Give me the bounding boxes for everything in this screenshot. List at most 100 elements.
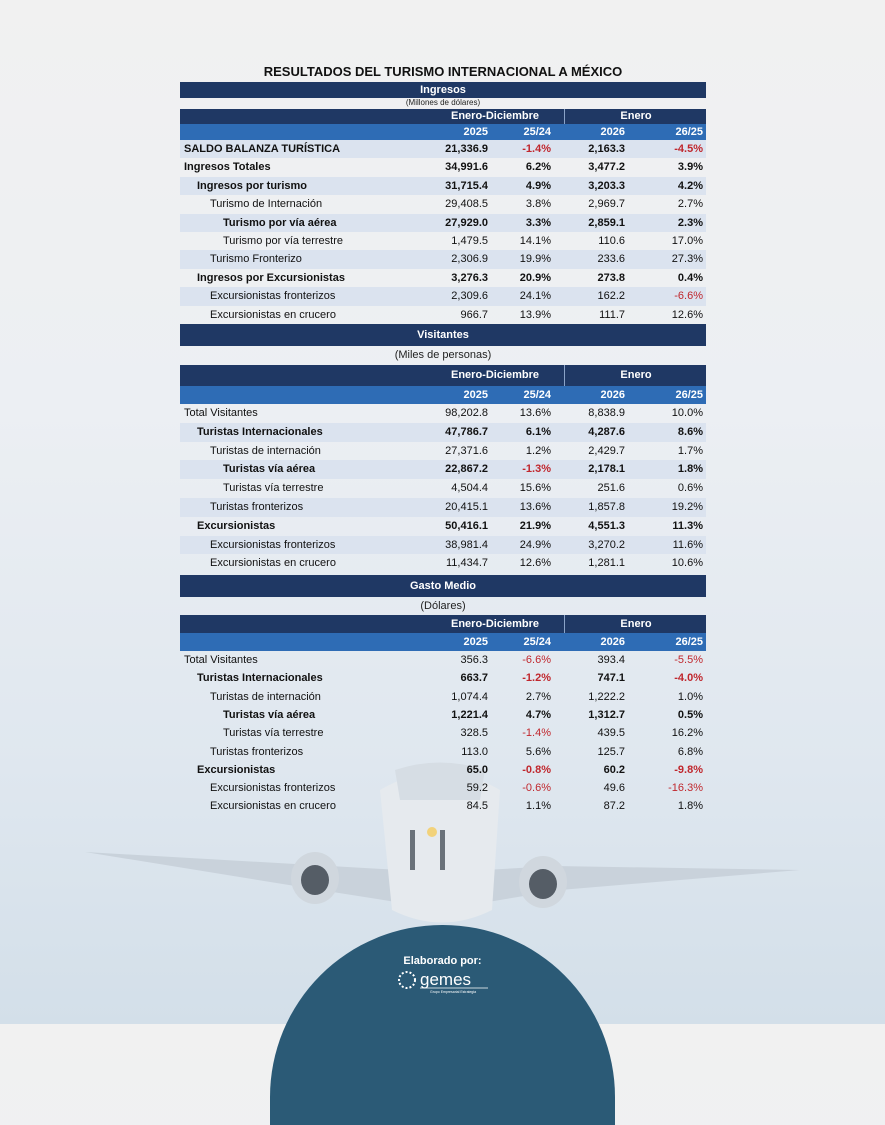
elaborado-por-label: Elaborado por: [403,955,482,967]
row-label: Turismo de Internación [210,198,323,211]
row-label: Excursionistas fronterizos [210,290,336,303]
table-row: Turistas vía aérea 22,867.2 -1.3% 2,178.1 1.… [180,460,706,480]
table-row: Turismo Fronterizo 2,306.9 19.9% 233.6 27.3% [180,250,706,269]
row-value: 2,178.1 [588,463,625,476]
group-enero: Enero [564,615,707,633]
row-value: 2,969.7 [588,198,625,211]
group-enero: Enero [564,365,707,386]
row-value: 2.3% [677,216,703,229]
row-value: -5.5% [674,654,703,666]
row-value: 2.7% [677,198,703,211]
gemes-logo: gemes Grupo Empresarial Estrategia [398,970,488,994]
row-value: 21,336.9 [445,143,488,155]
row-label: Excursionistas en crucero [210,800,336,813]
table-row: Excursionistas fronterizos 38,981.4 24.9% 3… [180,535,706,555]
column-header-cell: 25/24 [523,126,551,138]
table-row: Turismo por vía terrestre 1,479.5 14.1% 110… [180,232,706,250]
row-value: 59.2 [466,782,488,795]
row-value: 747.1 [597,672,625,685]
row-value: 3,270.2 [588,538,625,551]
row-value: 4.7% [525,708,551,721]
row-value: 4,287.6 [588,425,625,438]
unit-label: (Dólares) [420,600,466,612]
column-group-header: Enero-Diciembre Enero [180,615,706,633]
svg-text:Grupo Empresarial Estrategia: Grupo Empresarial Estrategia [430,990,476,994]
row-value: 2,306.9 [451,253,488,266]
row-value: 27,371.6 [445,444,488,457]
row-value: 22,867.2 [445,463,488,476]
column-header-cell: 2026 [600,636,625,648]
section-title: Visitantes [180,324,706,346]
table-row: Turistas vía terrestre 4,504.4 15.6% 251.6 0… [180,479,706,498]
row-value: 29,408.5 [445,198,488,211]
column-header-cell: 2026 [600,126,625,138]
row-value: -16.3% [668,782,703,795]
group-enero: Enero [564,109,707,124]
section-title: Gasto Medio [180,575,706,597]
row-value: 3.8% [525,198,551,211]
row-value: 1.7% [677,444,703,457]
unit-label: (Millones de dólares) [405,98,481,107]
row-label: Excursionistas [197,519,276,532]
table-row: Turistas vía aérea 1,221.4 4.7% 1,312.7 0.5% [180,706,706,724]
group-enero-diciembre: Enero-Diciembre [450,110,540,122]
table-row: Turistas Internacionales 47,786.7 6.1% 4,28… [180,422,706,442]
row-value: 27.3% [671,253,703,266]
row-value: 11.6% [672,538,703,551]
column-header-cell: 2026 [600,389,625,401]
row-label: Total Visitantes [184,407,258,419]
table-row: Turistas de internación 1,074.4 2.7% 1,222.… [180,688,706,706]
row-value: 251.6 [597,482,625,495]
row-value: 13.6% [519,501,551,513]
column-group-header: Enero-Diciembre Enero [180,365,706,386]
row-value: 3,276.3 [451,271,488,284]
row-value: 24.1% [519,290,551,303]
table-row: Ingresos Totales 34,991.6 6.2% 3,477.2 3.9% [180,158,706,176]
column-header-cell: 25/24 [523,636,551,648]
table-row: Turistas fronterizos 20,415.1 13.6% 1,857.8… [180,498,706,517]
row-value: 4.2% [677,179,703,192]
row-value: 20,415.1 [445,501,488,513]
row-value: 13.6% [519,407,551,419]
row-value: 27,929.0 [445,216,488,229]
row-label: Turistas Internacionales [197,425,323,438]
row-value: 0.6% [677,482,703,495]
row-value: 1.1% [525,800,551,813]
row-value: 113.0 [461,745,488,758]
section-title: Ingresos [180,82,706,98]
row-label: Turistas de internación [210,690,321,703]
row-value: 13.9% [519,308,551,321]
row-value: 11.3% [672,519,703,532]
row-label: Turismo por vía aérea [223,216,337,229]
row-label: Turistas fronterizos [210,501,304,513]
row-label: Turistas vía terrestre [223,727,324,740]
row-value: 1,281.1 [588,557,625,570]
svg-text:gemes: gemes [420,970,471,989]
table-row: SALDO BALANZA TURÍSTICA 21,336.9 -1.4% 2,16… [180,140,706,159]
row-value: 65.0 [466,763,488,776]
row-value: 16.2% [671,727,703,740]
row-value: 1.0% [677,690,703,703]
row-value: 8,838.9 [588,407,625,419]
column-header: 2025 25/24 2026 26/25 [180,124,706,140]
table-row: Excursionistas 50,416.1 21.9% 4,551.3 11.3% [180,517,706,536]
table-row: Turistas vía terrestre 328.5 -1.4% 439.5 16.… [180,724,706,742]
column-header: 2025 25/24 2026 26/25 [180,386,706,404]
row-value: 1,479.5 [451,235,488,247]
row-value: 439.5 [597,727,625,740]
row-label: Turismo por vía terrestre [223,235,344,247]
table-row: Turismo de Internación 29,408.5 3.8% 2,969.… [180,195,706,213]
row-value: 3,477.2 [588,161,625,174]
table-row: Total Visitantes 356.3 -6.6% 393.4 -5.5% [180,651,706,669]
row-value: 20.9% [519,271,551,284]
row-value: -1.4% [522,143,551,155]
row-label: Turistas de internación [210,444,321,457]
row-value: 5.6% [525,745,551,758]
row-value: 19.2% [671,501,703,513]
table-row: Turismo por vía aérea 27,929.0 3.3% 2,859.1… [180,213,706,232]
row-value: 31,715.4 [445,179,488,192]
row-value: -0.6% [522,782,551,795]
row-value: 0.4% [677,271,703,284]
row-value: -9.8% [674,763,703,776]
row-value: 50,416.1 [445,519,488,532]
